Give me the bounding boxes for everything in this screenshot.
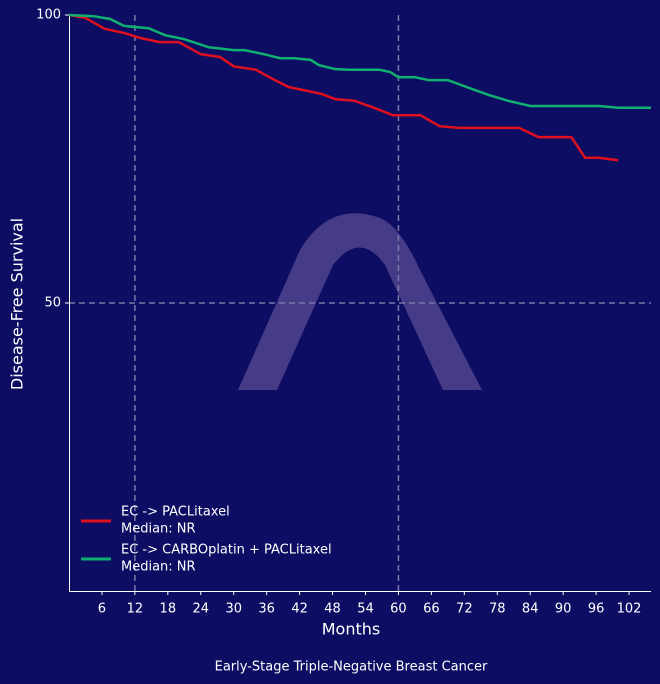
x-tick-label: 42 bbox=[291, 602, 308, 617]
x-tick-label: 84 bbox=[522, 602, 539, 617]
legend-median: Median: NR bbox=[121, 560, 196, 575]
x-tick-label: 24 bbox=[193, 602, 210, 617]
x-tick-label: 90 bbox=[555, 602, 572, 617]
x-tick-label: 30 bbox=[225, 602, 242, 617]
x-tick-label: 60 bbox=[390, 602, 407, 617]
x-tick-label: 66 bbox=[423, 602, 440, 617]
x-tick-label: 12 bbox=[127, 602, 144, 617]
y-axis-label: Disease-Free Survival bbox=[8, 218, 27, 390]
x-tick-label: 36 bbox=[258, 602, 275, 617]
x-tick-label: 96 bbox=[588, 602, 605, 617]
x-tick-label: 18 bbox=[160, 602, 177, 617]
survival-line bbox=[68, 13, 619, 162]
x-axis-label: Months bbox=[322, 620, 380, 639]
x-tick-label: 72 bbox=[456, 602, 473, 617]
y-tick-label: 100 bbox=[36, 8, 61, 23]
x-tick-label: 102 bbox=[617, 602, 642, 617]
survival-line bbox=[68, 13, 651, 109]
legend-label: EC -> PACLitaxel bbox=[121, 505, 230, 520]
y-tick-label: 50 bbox=[44, 296, 61, 311]
legend-median: Median: NR bbox=[121, 522, 196, 537]
watermark bbox=[238, 213, 482, 390]
x-tick-label: 54 bbox=[357, 602, 374, 617]
x-tick-label: 48 bbox=[324, 602, 341, 617]
x-tick-label: 78 bbox=[489, 602, 506, 617]
legend-label: EC -> CARBOplatin + PACLitaxel bbox=[121, 543, 332, 558]
x-tick-label: 6 bbox=[98, 602, 106, 617]
chart-title: Early-Stage Triple-Negative Breast Cance… bbox=[215, 660, 488, 675]
